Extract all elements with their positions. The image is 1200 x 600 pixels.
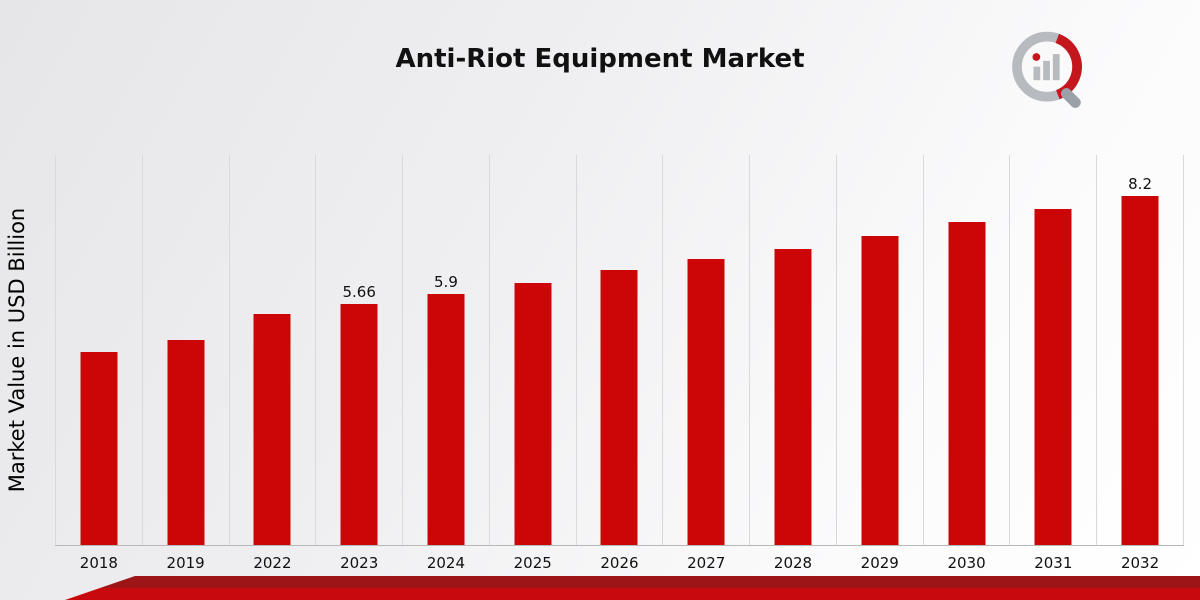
footer-ribbon-dark [100,576,1200,588]
category-cell-2025: 2025 [488,155,576,572]
bar-2024: 5.9 [427,273,465,545]
x-tick-label: 2024 [426,554,466,572]
x-tick-label: 2029 [860,554,899,572]
x-tick-label: 2032 [1120,554,1160,572]
bar-2030 [948,222,986,545]
bar-value-label: 5.9 [434,272,458,291]
category-cell-2032: 8.2 2032 [1096,155,1184,572]
category-cell-2026: 2026 [575,155,663,572]
category-cell-2030: 2030 [922,155,1010,572]
chart-title: Anti-Riot Equipment Market [395,44,805,74]
category-cell-2029: 2029 [835,155,923,572]
plot-area: 2018 2019 2022 5.66 2023 5.9 2024 2025 2026 2027 2… [55,155,1184,572]
x-tick-label: 2023 [340,554,379,572]
category-cell-2024: 5.9 2024 [402,155,489,572]
x-tick-label: 2022 [253,554,292,572]
x-tick-label: 2018 [79,554,118,572]
x-tick-label: 2026 [600,554,639,572]
x-tick-label: 2019 [166,554,205,572]
market-research-future-logo-icon [1012,31,1082,109]
category-cell-2028: 2028 [749,155,836,572]
x-tick-label: 2025 [513,554,552,572]
category-cell-2018: 2018 [55,155,142,572]
x-tick-label: 2027 [687,554,726,572]
logo-bar-tall [1052,54,1060,81]
footer-ribbon-red [65,588,1200,600]
bar-2032: 8.2 [1121,175,1159,545]
logo-bar-small [1033,66,1041,81]
x-tick-label: 2031 [1034,554,1073,572]
logo-red-dot [1032,53,1041,61]
bar-value-label: 8.2 [1128,174,1152,193]
y-axis-label: Market Value in USD Billion [5,207,29,493]
category-cell-2031: 2031 [1009,155,1096,572]
bar-2028 [774,249,812,545]
bar-2029 [861,235,899,545]
bar-2023: 5.66 [340,283,378,545]
x-tick-label: 2030 [947,554,986,572]
category-cell-2027: 2027 [662,155,749,572]
bar-2031 [1034,208,1072,545]
bar-2025 [514,282,552,545]
category-cell-2023: 5.66 2023 [315,155,402,572]
logo-red-arc [1012,31,1082,102]
x-tick-label: 2028 [773,554,813,572]
category-cell-2022: 2022 [228,155,316,572]
logo-bar-medium [1043,60,1050,81]
bar-2018 [80,352,118,545]
bar-value-label: 5.66 [342,282,376,301]
category-cell-2019: 2019 [141,155,229,572]
bar-2027 [687,258,725,545]
bar-2026 [600,269,638,545]
logo-magnifier-handle [1060,88,1081,109]
bar-2022 [253,313,291,545]
bar-2019 [167,340,205,545]
